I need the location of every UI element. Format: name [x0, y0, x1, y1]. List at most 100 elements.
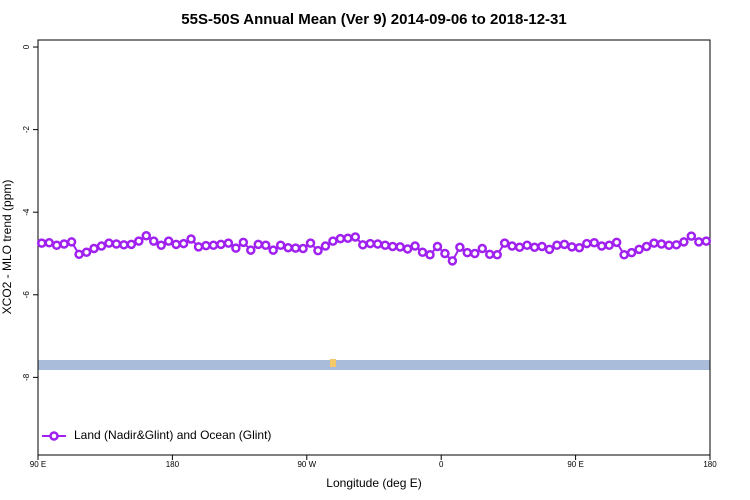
point [36, 238, 47, 248]
point [134, 236, 144, 246]
point [462, 247, 473, 258]
point [66, 237, 77, 247]
x-tick-label: 180 [166, 460, 180, 469]
point [604, 240, 614, 250]
point [126, 239, 137, 250]
x-tick-label: 180 [703, 460, 717, 469]
point [507, 241, 517, 251]
point [455, 242, 465, 253]
point [275, 240, 286, 250]
point [365, 238, 376, 249]
point [477, 243, 488, 254]
x-axis-title: Longitude (deg E) [326, 476, 421, 490]
coverage-patch [330, 359, 336, 367]
y-tick-label: -4 [22, 208, 31, 216]
point [320, 241, 331, 251]
point [231, 243, 241, 253]
x-tick-label: 90 E [30, 460, 46, 469]
point [626, 247, 637, 258]
point [268, 245, 278, 255]
point [686, 231, 697, 241]
legend-label: Land (Nadir&Glint) and Ocean (Glint) [74, 428, 271, 442]
point [59, 239, 69, 249]
point [74, 249, 84, 260]
point [567, 242, 577, 252]
point [402, 244, 413, 254]
point [223, 238, 234, 248]
point [432, 241, 443, 252]
y-tick-label: -8 [22, 373, 31, 381]
point [492, 249, 502, 260]
chart-title: 55S-50S Annual Mean (Ver 9) 2014-09-06 t… [181, 11, 566, 28]
point [111, 239, 122, 249]
point [141, 230, 152, 241]
point [552, 240, 562, 250]
point [305, 238, 316, 248]
point [447, 256, 458, 266]
point [372, 239, 383, 249]
point [671, 240, 682, 250]
point [350, 232, 361, 242]
x-tick-label: 0 [439, 460, 444, 469]
point [104, 238, 114, 248]
point [611, 237, 622, 248]
point [470, 248, 480, 259]
point [186, 234, 196, 244]
plot-frame [37, 39, 711, 456]
point [89, 243, 99, 254]
y-tick-label: -6 [22, 291, 31, 299]
point [656, 239, 667, 249]
point [96, 241, 107, 251]
y-tick-label: -2 [22, 126, 31, 134]
point [514, 242, 525, 253]
point [260, 240, 271, 250]
coverage-band [38, 360, 710, 370]
point [163, 236, 174, 246]
point [290, 243, 301, 253]
point [440, 248, 450, 259]
point [619, 249, 629, 260]
point [634, 244, 644, 255]
point [417, 247, 428, 257]
point [313, 245, 323, 256]
point [694, 237, 704, 247]
point [119, 240, 129, 250]
y-axis-title: XCO2 - MLO trend (ppm) [0, 180, 14, 315]
point [148, 236, 159, 246]
legend-marker [49, 431, 59, 441]
point [51, 240, 62, 250]
point [410, 241, 420, 251]
point [559, 239, 570, 250]
point [178, 238, 189, 249]
point [387, 241, 398, 252]
point [425, 249, 435, 260]
point [649, 238, 659, 248]
point [522, 240, 532, 250]
point [216, 239, 226, 250]
point [582, 238, 592, 249]
point [335, 233, 346, 244]
point [343, 233, 353, 243]
point [395, 242, 405, 252]
point [238, 237, 249, 248]
point [171, 239, 181, 250]
point [201, 240, 211, 251]
point [44, 238, 54, 248]
point [664, 240, 674, 250]
x-tick-label: 90 E [567, 460, 583, 469]
point [589, 238, 600, 248]
point [537, 241, 547, 252]
point [193, 242, 204, 252]
point [328, 236, 338, 246]
point [283, 242, 293, 253]
point [499, 238, 510, 248]
point [701, 236, 712, 246]
point [380, 240, 390, 250]
point [81, 247, 92, 257]
point [156, 240, 166, 250]
point [208, 240, 219, 250]
point [544, 244, 555, 255]
point [529, 242, 540, 253]
point [574, 242, 585, 253]
